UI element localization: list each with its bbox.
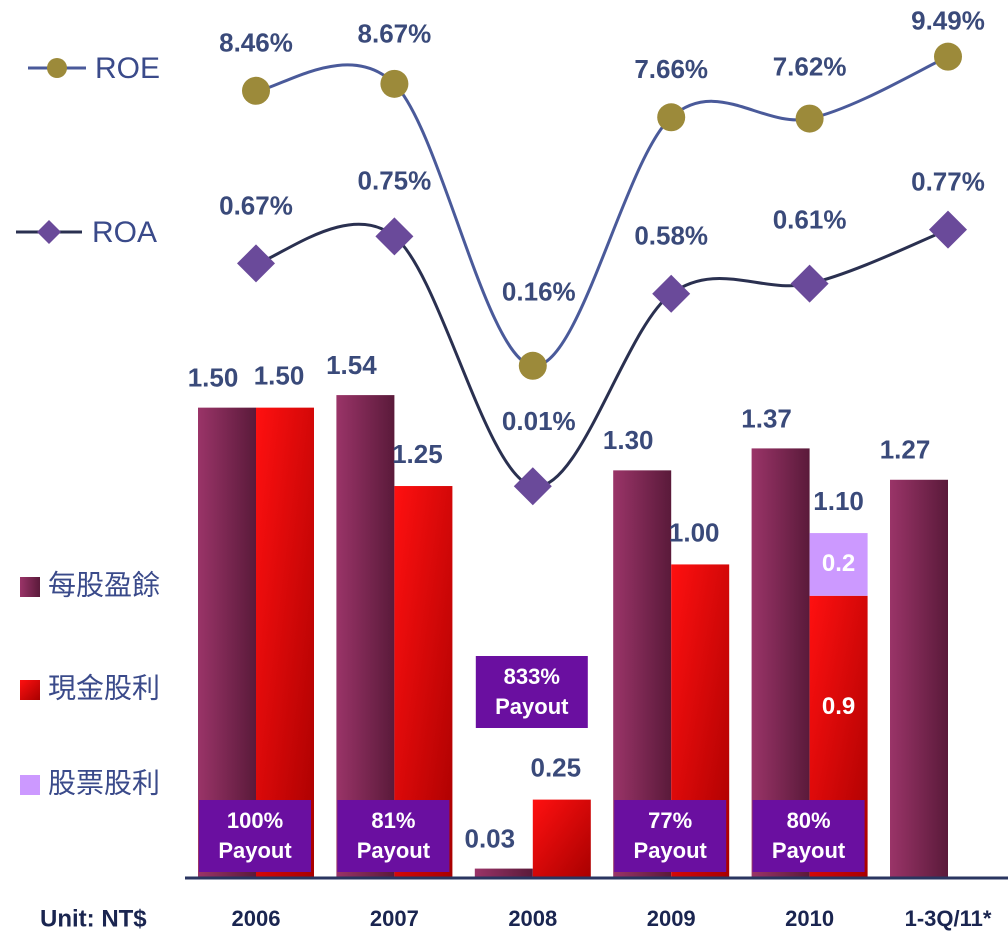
payout-label: 81%	[371, 808, 415, 833]
x-label: Unit: NT$	[40, 905, 147, 932]
legend-marker	[37, 220, 61, 244]
roe-marker	[380, 69, 409, 98]
roa-marker	[237, 244, 275, 283]
value-label: 0.77%	[911, 167, 985, 197]
roe-marker	[657, 103, 686, 132]
value-label: 0.2	[822, 550, 855, 577]
legend-swatch	[20, 680, 40, 700]
legend-marker	[47, 58, 67, 78]
value-label: 0.03	[464, 823, 515, 853]
roa-marker	[375, 217, 414, 256]
roa-marker	[929, 210, 967, 249]
value-label: 8.67%	[358, 19, 432, 49]
payout-label: Payout	[495, 694, 569, 719]
legend-label: 股票股利	[48, 767, 160, 798]
payout-box	[752, 800, 865, 872]
payout-label: 100%	[227, 808, 283, 833]
value-label: 0.16%	[502, 277, 576, 307]
value-label: 9.49%	[911, 6, 985, 36]
roe-marker	[518, 351, 547, 380]
value-label: 1.00	[669, 517, 720, 547]
stack-total-label: 1.10	[813, 486, 864, 516]
value-label: 1.30	[603, 425, 654, 455]
value-label: 1.54	[326, 350, 377, 380]
value-label: 1.25	[392, 439, 443, 469]
legend-swatch	[20, 577, 40, 597]
legend-label: ROE	[95, 52, 160, 85]
value-label: 0.01%	[502, 406, 576, 436]
payout-box	[475, 656, 588, 728]
legend-label: 每股盈餘	[48, 569, 160, 600]
eps-bar	[890, 479, 948, 878]
value-label: 7.66%	[634, 54, 708, 84]
payout-label: Payout	[218, 838, 292, 863]
x-tick-label: 2009	[647, 906, 696, 931]
x-tick-label: 1-3Q/11*	[905, 906, 992, 931]
value-label: 8.46%	[219, 28, 293, 58]
legend-swatch	[20, 775, 40, 795]
roa-marker	[513, 467, 552, 506]
payout-label: 833%	[504, 664, 560, 689]
legend-label: ROA	[92, 216, 157, 249]
payout-label: Payout	[634, 838, 708, 863]
value-label: 0.9	[822, 693, 855, 720]
value-label: 0.75%	[358, 165, 432, 195]
value-label: 1.50	[254, 361, 305, 391]
value-label: 0.61%	[773, 205, 847, 235]
payout-label: Payout	[772, 838, 846, 863]
roe-marker	[934, 42, 962, 71]
eps-bar	[336, 395, 395, 878]
value-label: 0.67%	[219, 190, 293, 220]
roe-marker	[242, 76, 270, 105]
value-label: 1.50	[188, 363, 239, 393]
cash-bar	[532, 799, 591, 878]
cash-bar	[256, 407, 314, 878]
value-label: 7.62%	[773, 51, 847, 81]
x-tick-label: 2008	[508, 906, 557, 931]
payout-label: 77%	[648, 808, 692, 833]
value-label: 1.37	[741, 403, 792, 433]
eps-bar	[474, 868, 533, 878]
payout-box	[337, 800, 450, 872]
payout-box	[199, 800, 311, 872]
value-label: 1.27	[880, 435, 931, 465]
value-label: 0.58%	[634, 221, 708, 251]
payout-label: Payout	[357, 838, 431, 863]
payout-label: 80%	[787, 808, 831, 833]
x-tick-label: 2006	[232, 906, 281, 931]
x-tick-label: 2010	[785, 906, 834, 931]
value-label: 0.25	[530, 752, 581, 782]
legend-label: 現金股利	[48, 672, 160, 703]
stock-bar	[809, 533, 868, 596]
roe-marker	[795, 104, 824, 133]
eps-bar	[198, 407, 256, 878]
roa-marker	[652, 274, 691, 313]
roa-marker	[790, 264, 829, 303]
x-tick-label: 2007	[370, 906, 419, 931]
payout-box	[614, 800, 727, 872]
